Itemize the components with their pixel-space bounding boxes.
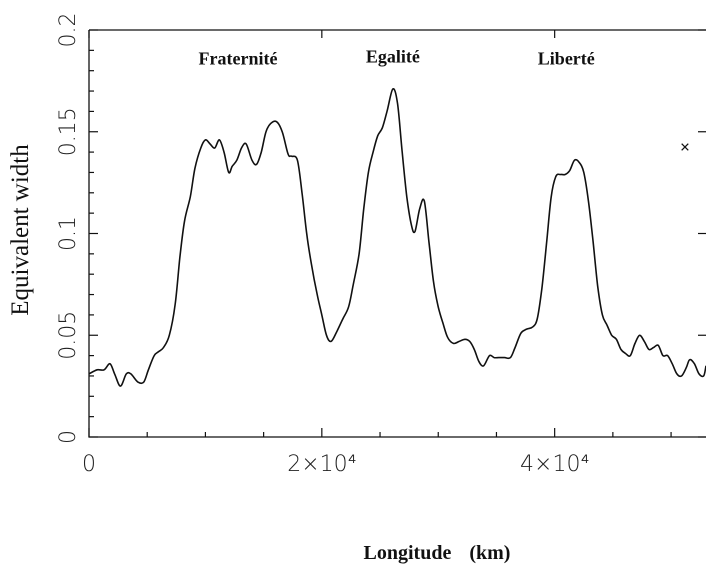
region-annotation: Fraternité (199, 49, 278, 69)
plot-frame (88, 29, 706, 438)
y-tick-label: 0.2 (56, 13, 81, 48)
y-tick-label: 0.1 (56, 216, 81, 251)
series-line (89, 88, 706, 387)
y-axis-title: Equivalent width (7, 144, 34, 316)
x-tick-label: 4×10⁴ (520, 452, 589, 477)
x-axis-unit: (km) (469, 542, 510, 564)
x-tick-label: 2×10⁴ (287, 452, 356, 477)
marker-symbol: × (680, 137, 690, 157)
y-tick-label: 0.05 (56, 311, 81, 360)
region-annotation: Egalité (366, 47, 420, 67)
y-tick-label: 0.15 (56, 107, 81, 156)
y-tick-label: 0 (56, 430, 81, 444)
x-axis-label: Longitude (364, 542, 452, 564)
region-annotation: Liberté (538, 49, 595, 69)
x-tick-label: 0 (82, 452, 96, 477)
x-axis-title: Longitude (km) (364, 542, 511, 564)
